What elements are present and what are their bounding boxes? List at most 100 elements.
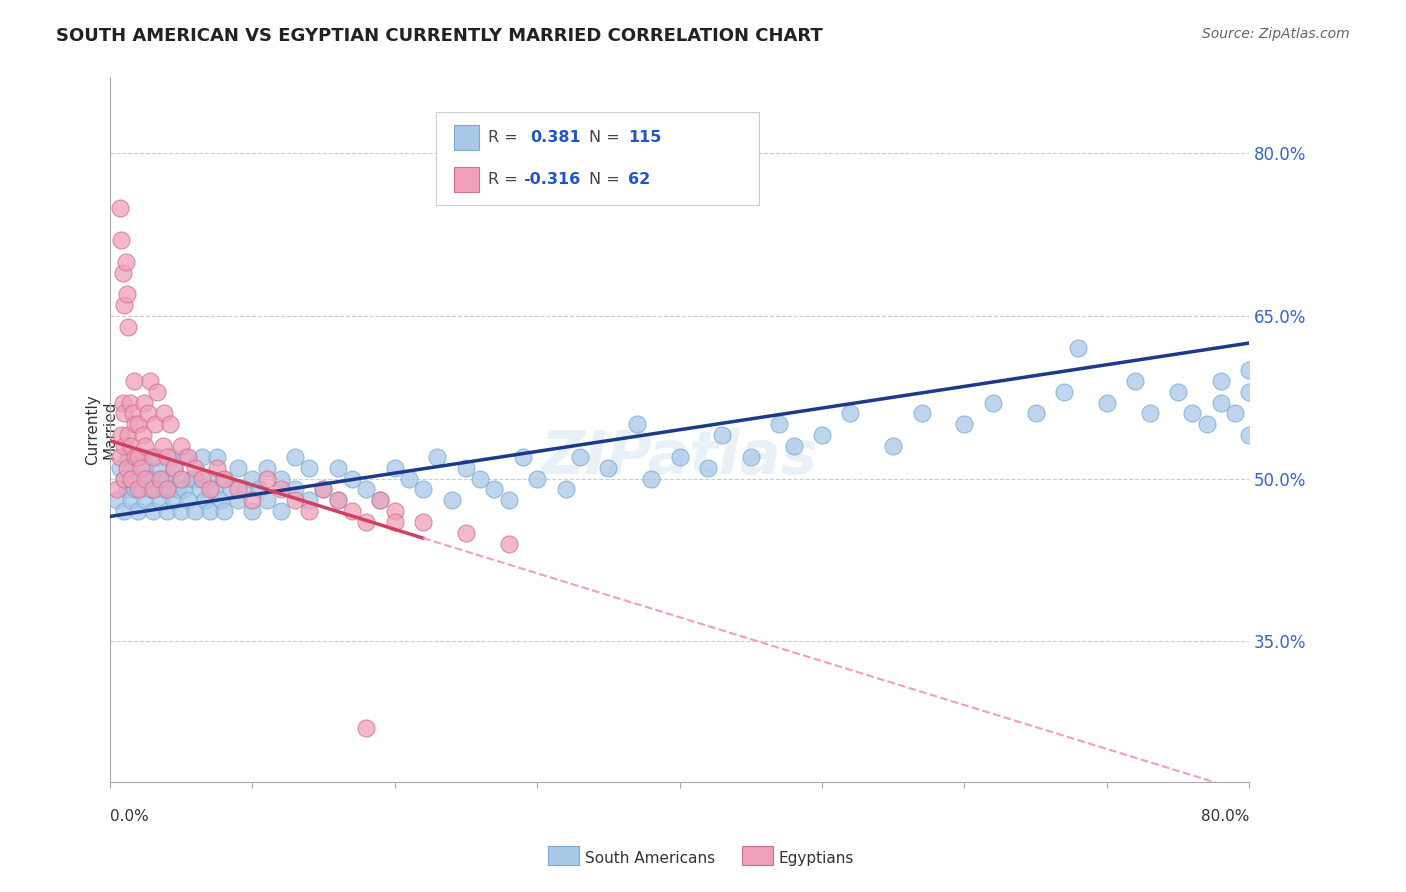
Point [177,493,200,508]
Point [111,266,134,280]
Point [163,460,186,475]
Point [127,450,149,464]
Point [202,483,225,497]
Point [152,471,174,485]
Point [170,471,193,485]
Point [124,417,146,432]
Point [198,504,221,518]
Text: 0.381: 0.381 [530,130,581,145]
Point [226,493,249,508]
Point [156,504,179,518]
Point [384,515,406,529]
Point [170,471,193,485]
Point [138,483,160,497]
Point [149,493,172,508]
Point [811,428,834,442]
Point [1239,363,1261,377]
Point [191,450,214,464]
Point [124,450,146,464]
Point [370,493,392,508]
Point [384,460,406,475]
Point [131,428,153,442]
Point [298,504,321,518]
Text: SOUTH AMERICAN VS EGYPTIAN CURRENTLY MARRIED CORRELATION CHART: SOUTH AMERICAN VS EGYPTIAN CURRENTLY MAR… [56,27,823,45]
Point [219,483,242,497]
Point [173,483,195,497]
Point [312,483,335,497]
Point [156,450,179,464]
Point [498,536,520,550]
Point [298,493,321,508]
Point [146,384,169,399]
Point [598,460,620,475]
Point [120,471,142,485]
Point [454,525,477,540]
Point [205,450,228,464]
Point [568,450,591,464]
Point [127,504,149,518]
Text: -0.316: -0.316 [523,172,581,186]
Text: 0.0%: 0.0% [110,809,149,824]
Point [122,374,145,388]
Point [184,504,207,518]
Text: Egyptians: Egyptians [779,851,855,865]
Y-axis label: Currently
Married: Currently Married [86,394,118,465]
Point [470,471,492,485]
Point [1167,384,1189,399]
Text: R =: R = [488,172,523,186]
Point [177,450,200,464]
Point [209,493,232,508]
Point [498,493,520,508]
Text: Source: ZipAtlas.com: Source: ZipAtlas.com [1202,27,1350,41]
Point [156,471,179,485]
Point [129,483,152,497]
Point [132,395,155,409]
Point [354,515,377,529]
Point [153,407,176,421]
Point [159,417,181,432]
Point [340,471,363,485]
Point [1025,407,1047,421]
Point [170,439,193,453]
Point [284,493,307,508]
Point [170,504,193,518]
Point [256,493,278,508]
Point [782,439,804,453]
Point [156,483,179,497]
Point [134,471,156,485]
Point [149,460,172,475]
Point [120,493,142,508]
Point [512,450,534,464]
Point [205,460,228,475]
Point [121,407,143,421]
Point [105,493,128,508]
Point [298,460,321,475]
Point [1195,417,1218,432]
Point [768,417,790,432]
Point [212,471,235,485]
Point [326,460,349,475]
Point [1181,407,1204,421]
Point [108,450,131,464]
Point [270,483,292,497]
Point [114,254,136,268]
Point [554,483,576,497]
Point [108,201,131,215]
Point [740,450,762,464]
Point [398,471,420,485]
Point [212,471,235,485]
Point [127,483,149,497]
Point [198,483,221,497]
Point [117,450,139,464]
Point [882,439,904,453]
Point [194,493,217,508]
Point [354,721,377,735]
Point [181,471,204,485]
Point [117,428,139,442]
Point [142,504,165,518]
Point [454,460,477,475]
Point [1053,384,1076,399]
Point [426,450,449,464]
Point [1139,407,1161,421]
Point [124,483,146,497]
